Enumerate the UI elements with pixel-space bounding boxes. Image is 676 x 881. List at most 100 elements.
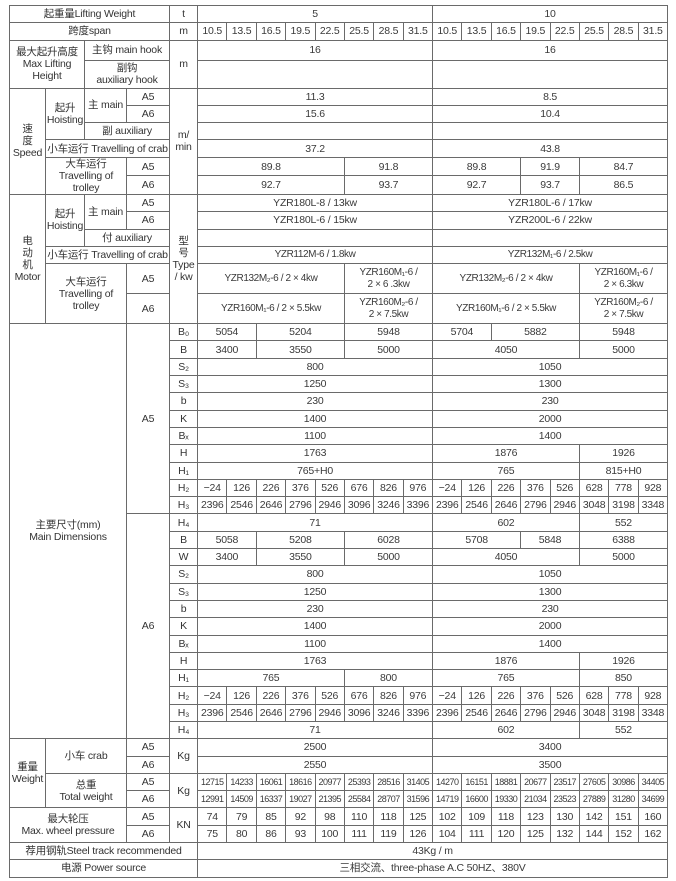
row-header-cell: B₀: [169, 323, 199, 342]
value-cell: 3246: [373, 703, 404, 722]
value-cell: 109: [461, 807, 492, 826]
value-cell: 1300: [432, 582, 669, 601]
value-cell: 16151: [461, 772, 492, 792]
value-cell: [197, 59, 434, 89]
table-row: S₃ 1250 1300: [10, 375, 669, 394]
value-cell: 125: [402, 807, 434, 826]
value-cell: 18616: [285, 772, 316, 792]
row-header-cell: 荐用钢轨Steel track recommended: [8, 842, 199, 861]
value-cell: 162: [637, 824, 669, 844]
value-cell: 2546: [461, 496, 492, 515]
row-header-cell: 速 度 Speed: [9, 87, 46, 195]
table-row: A6 YZR160M₁-6 / 2 × 5.5kw YZR160M₂-6 / 2 ×…: [10, 293, 669, 325]
value-cell: 778: [608, 686, 639, 705]
row-header-cell: b: [169, 392, 199, 411]
row-header-cell: S₃: [169, 582, 199, 601]
row-header-cell: Kg: [169, 772, 199, 809]
value-cell: 526: [549, 686, 580, 705]
table-row: S₂ 800 1050: [10, 357, 669, 377]
table-row: 最大起升高度 Max Lifting Height 主钩 main hook m 16…: [9, 39, 669, 89]
row-header-cell: H₄: [169, 513, 199, 532]
value-cell: 3246: [373, 496, 404, 515]
table-row: 重量 Weight 小车 crab A5 Kg 2500 3400: [9, 738, 669, 809]
value-cell: 20677: [520, 772, 551, 792]
value-cell: 765: [432, 669, 580, 688]
value-cell: 765+H0: [197, 461, 434, 480]
value-cell: 602: [432, 513, 580, 532]
value-cell: 86.5: [578, 175, 669, 195]
value-cell: [432, 59, 669, 89]
value-cell: 376: [520, 478, 551, 498]
value-cell: 2546: [226, 496, 257, 515]
row-header-cell: H₄: [169, 720, 199, 740]
value-cell: 3048: [578, 703, 610, 722]
value-cell: 2946: [549, 496, 580, 515]
value-cell: 5000: [578, 340, 669, 359]
value-cell: 1926: [578, 444, 669, 463]
value-cell: 79: [226, 807, 257, 826]
table-row: 副钩 auxiliary hook: [10, 59, 669, 89]
row-header-cell: H₃: [169, 496, 199, 515]
value-cell: 126: [461, 478, 492, 498]
value-cell: 11.3: [197, 87, 434, 106]
value-cell: −24: [432, 686, 463, 705]
value-cell: 23517: [549, 772, 580, 792]
value-cell: 4050: [432, 548, 580, 567]
value-cell: 928: [637, 686, 669, 705]
table-row: 大车运行 Travelling of trolley A5 89.8 91.8 89.8…: [10, 156, 669, 195]
value-cell: 2396: [432, 496, 463, 515]
value-cell: 5708: [432, 530, 522, 550]
value-cell: 80: [226, 824, 257, 844]
value-cell: 976: [402, 686, 434, 705]
value-cell: 800: [343, 669, 434, 688]
value-cell: 2546: [226, 703, 257, 722]
value-cell: 110: [343, 807, 375, 826]
value-cell: 2796: [285, 703, 316, 722]
value-cell: 1400: [197, 409, 434, 428]
value-cell: 3348: [637, 496, 669, 515]
value-cell: 1926: [578, 651, 669, 671]
value-cell: 6388: [578, 530, 669, 550]
value-cell: 552: [578, 720, 669, 740]
value-cell: 5848: [520, 530, 580, 550]
value-cell: YZR160M₁-6 / 2 × 6 .3kw: [343, 263, 434, 295]
value-cell: 3396: [402, 703, 434, 722]
row-header-cell: 型 号 Type / kw: [169, 193, 199, 325]
value-cell: 43.8: [432, 139, 669, 158]
row-header-cell: A5: [125, 193, 171, 213]
value-cell: 3400: [197, 548, 257, 567]
value-cell: 13.5: [461, 22, 492, 41]
value-cell: 10.5: [432, 22, 463, 41]
row-header-cell: 起升 Hoisting: [45, 193, 85, 247]
table-row: 小车运行 Travelling of crab 37.2 43.8: [10, 139, 669, 158]
row-header-cell: 付 auxiliary: [83, 228, 171, 247]
value-cell: 126: [461, 686, 492, 705]
value-cell: 2646: [255, 496, 287, 515]
row-header-cell: K: [169, 617, 199, 636]
value-cell: 16337: [255, 790, 287, 809]
value-cell: 2946: [549, 703, 580, 722]
row-header-cell: A6: [125, 104, 171, 124]
value-cell: 3048: [578, 496, 610, 515]
value-cell: 1400: [197, 617, 434, 636]
value-cell: 120: [490, 824, 522, 844]
value-cell: 22.5: [314, 22, 345, 41]
row-header-cell: 小车运行 Travelling of crab: [44, 245, 171, 265]
value-cell: 98: [314, 807, 345, 826]
value-cell: 226: [255, 478, 287, 498]
value-cell: YZR160M₂-6 / 2 × 7.5kw: [343, 293, 434, 325]
row-header-cell: A5: [125, 323, 171, 515]
value-cell: 628: [578, 478, 610, 498]
value-cell: 31.5: [402, 22, 434, 41]
row-header-cell: 小车 crab: [45, 738, 127, 774]
row-header-cell: S₂: [169, 357, 199, 377]
value-cell: 3500: [432, 755, 669, 774]
row-header-cell: H₁: [169, 461, 199, 480]
row-header-cell: A5: [125, 156, 171, 177]
value-cell: −24: [197, 686, 228, 705]
row-header-cell: t: [169, 4, 199, 24]
value-cell: 23523: [549, 790, 580, 809]
row-header-cell: H₂: [169, 686, 199, 705]
row-header-cell: H₃: [169, 703, 199, 722]
value-cell: 91.9: [520, 156, 580, 177]
